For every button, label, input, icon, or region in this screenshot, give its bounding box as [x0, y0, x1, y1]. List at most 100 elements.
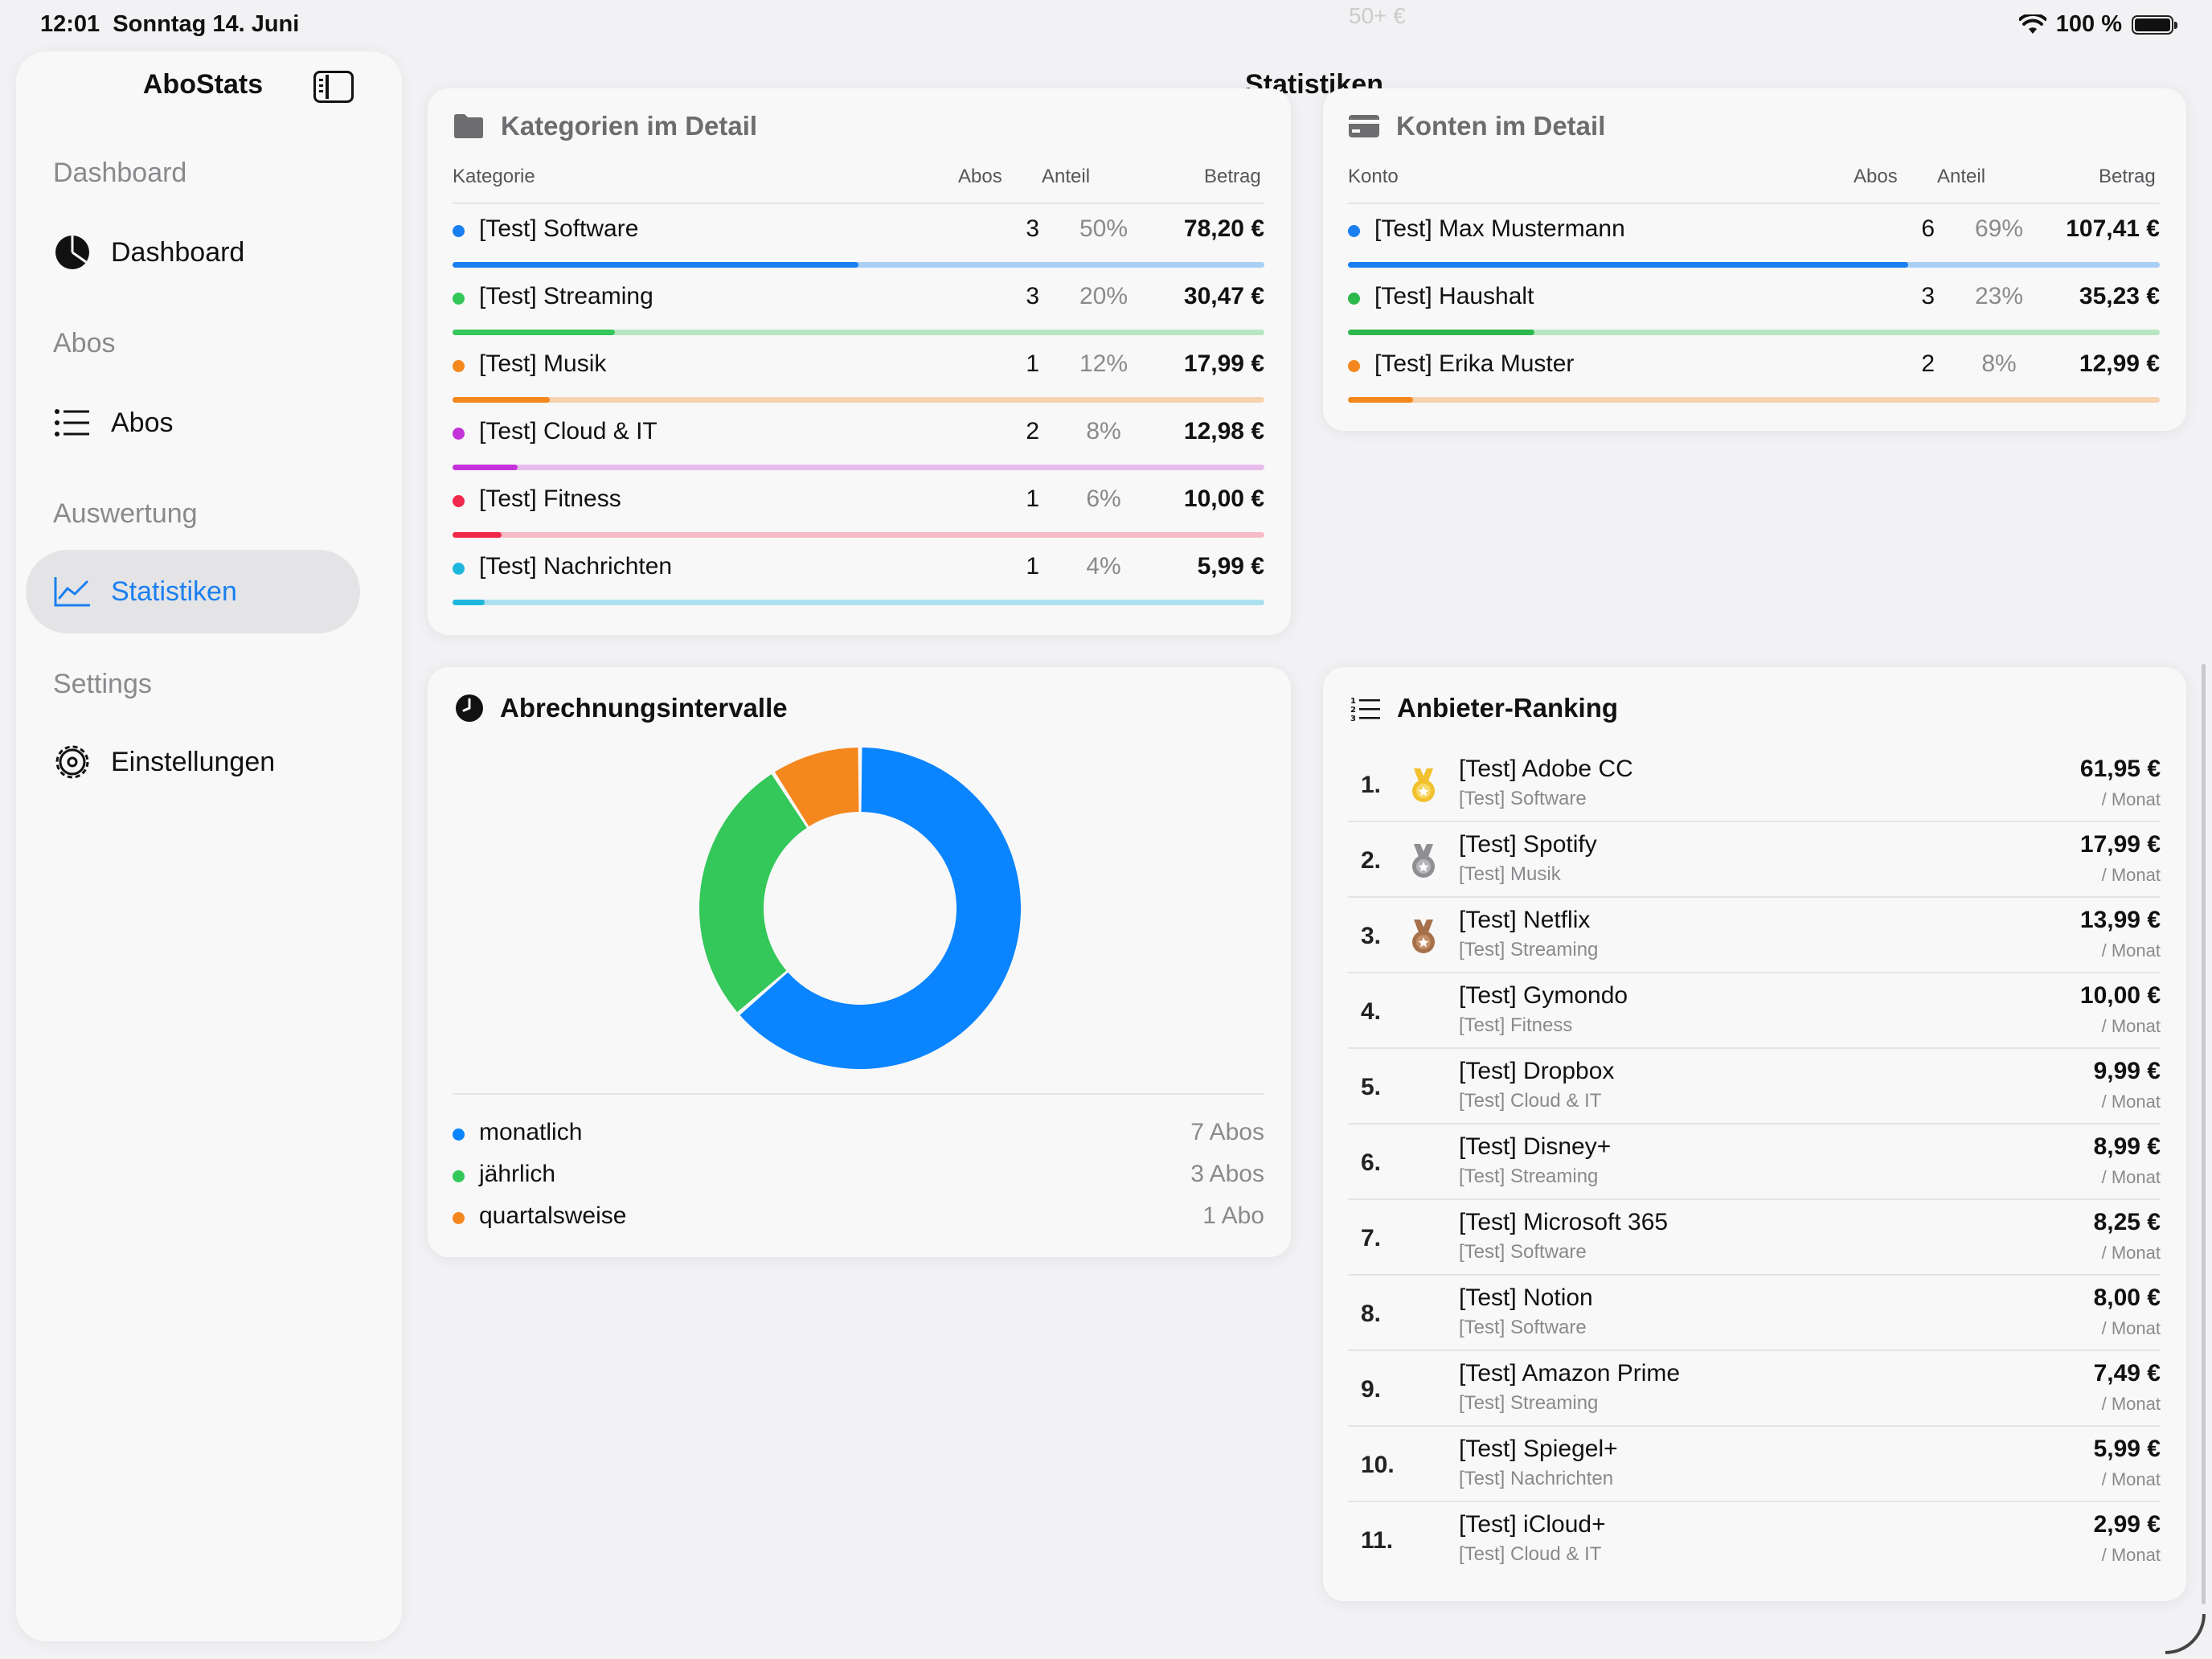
ranking-title: Anbieter-Ranking [1397, 693, 1619, 723]
price-period: / Monat [2101, 1167, 2161, 1187]
sidebar-item-abos[interactable]: Abos [26, 381, 360, 465]
provider-price: 17,99 € [2079, 831, 2161, 858]
status-time-date: 12:01 Sonntag 14. Juni [40, 11, 299, 38]
medal-silver-icon [1412, 844, 1435, 878]
provider-category: [Test] Fitness [1459, 1014, 1573, 1036]
ranking-row[interactable]: 11. [Test] iCloud+ [Test] Cloud & IT 2,99 €… [1348, 1505, 2161, 1580]
row-amount: 78,20 € [1183, 215, 1264, 242]
sidebar-item-dashboard[interactable]: Dashboard [26, 211, 360, 294]
share-bar-track [453, 397, 1264, 403]
clock-icon [456, 694, 483, 722]
divider [453, 1093, 1264, 1095]
medal-bronze-icon [1412, 920, 1435, 953]
rank-number: 3. [1361, 923, 1382, 949]
row-abos: 2 [1026, 418, 1039, 444]
provider-category: [Test] Software [1459, 1241, 1587, 1263]
provider-price: 13,99 € [2079, 907, 2161, 933]
sidebar-item-label: Einstellungen [111, 746, 276, 777]
row-name: [Test] Streaming [479, 283, 653, 309]
billing-intervals-header: Abrechnungsintervalle [455, 693, 788, 723]
share-bar-track [1348, 330, 2160, 335]
status-bar: 12:01 Sonntag 14. Juni 50+ € 100 % [0, 0, 2212, 51]
accounts-card-header: Konten im Detail [1348, 111, 1605, 141]
categories-card [428, 88, 1291, 635]
row-abos: 3 [1026, 283, 1039, 309]
share-bar-fill [453, 600, 485, 605]
numbered-list-icon: 123 [1350, 697, 1380, 721]
col-header-amount: Betrag [2099, 166, 2156, 187]
table-row: [Test] Nachrichten 1 4% 5,99 € [453, 540, 1264, 608]
divider [1348, 1425, 2161, 1427]
price-period: / Monat [2101, 1092, 2161, 1112]
row-name: [Test] Cloud & IT [479, 418, 657, 444]
section-header-settings: Settings [53, 669, 152, 699]
row-abos: 1 [1026, 485, 1039, 512]
sidebar-item-statistiken[interactable]: Statistiken [26, 550, 360, 633]
ranking-row[interactable]: 4. [Test] Gymondo [Test] Fitness 10,00 € / M… [1348, 976, 2161, 1051]
rank-number: 2. [1361, 847, 1382, 874]
row-share: 12% [1079, 350, 1129, 377]
donut-slice-monatlich [739, 748, 1021, 1069]
divider [1348, 1123, 2161, 1124]
row-name: [Test] Max Mustermann [1374, 215, 1625, 242]
table-row: [Test] Musik 1 12% 17,99 € [453, 338, 1264, 405]
ranking-row[interactable]: 5. [Test] Dropbox [Test] Cloud & IT 9,99 € /… [1348, 1051, 2161, 1127]
share-bar-fill [453, 532, 502, 538]
color-dot [453, 360, 465, 372]
sidebar-toggle-icon[interactable] [313, 71, 354, 103]
provider-category: [Test] Software [1459, 1317, 1587, 1338]
price-period: / Monat [2101, 1545, 2161, 1565]
scrolled-ghost-text: 50+ € [1349, 3, 1406, 28]
status-indicators: 100 % [2018, 11, 2177, 38]
ranking-row[interactable]: 9. [Test] Amazon Prime [Test] Streaming 7,4… [1348, 1354, 2161, 1429]
billing-donut-chart [699, 748, 1021, 1069]
row-amount: 5,99 € [1197, 553, 1264, 580]
legend-count: 1 Abo [1202, 1202, 1264, 1229]
color-dot [453, 225, 465, 237]
row-name: [Test] Haushalt [1374, 283, 1534, 309]
provider-name: [Test] iCloud+ [1459, 1511, 1606, 1538]
ranking-row[interactable]: 2. [Test] Spotify [Test] Musik 17,99 € / Mon… [1348, 825, 2161, 900]
provider-name: [Test] Spiegel+ [1459, 1436, 1618, 1462]
rank-number: 6. [1361, 1149, 1382, 1176]
pie-icon [53, 233, 92, 272]
share-bar-track [453, 532, 1264, 538]
row-amount: 35,23 € [2079, 283, 2160, 309]
app-title: AboStats [142, 69, 264, 100]
provider-price: 8,99 € [2093, 1133, 2161, 1160]
color-dot [453, 428, 465, 440]
scrollbar[interactable] [2202, 664, 2206, 1604]
status-date: Sonntag 14. Juni [113, 11, 300, 37]
sidebar [16, 51, 402, 1641]
share-bar-fill [1348, 397, 1413, 403]
billing-intervals-card [428, 667, 1291, 1257]
legend-item: monatlich 7 Abos [453, 1116, 1264, 1157]
ranking-row[interactable]: 1. [Test] Adobe CC [Test] Software 61,95 € /… [1348, 749, 2161, 825]
sidebar-item-label: Statistiken [111, 576, 237, 607]
ranking-row[interactable]: 6. [Test] Disney+ [Test] Streaming 8,99 € / … [1348, 1127, 2161, 1202]
share-bar-fill [1348, 330, 1535, 335]
provider-price: 9,99 € [2093, 1058, 2161, 1084]
legend-count: 7 Abos [1190, 1119, 1264, 1145]
ranking-row[interactable]: 7. [Test] Microsoft 365 [Test] Software 8,2… [1348, 1202, 2161, 1278]
rank-number: 8. [1361, 1301, 1382, 1327]
rank-number: 11. [1361, 1527, 1394, 1554]
legend-dot [453, 1212, 465, 1224]
legend-label: jährlich [479, 1161, 556, 1187]
price-period: / Monat [2101, 1016, 2161, 1036]
ranking-row[interactable]: 10. [Test] Spiegel+ [Test] Nachrichten 5,99… [1348, 1429, 2161, 1505]
provider-name: [Test] Microsoft 365 [1459, 1209, 1669, 1235]
share-bar-track [453, 600, 1264, 605]
provider-category: [Test] Software [1459, 788, 1587, 809]
donut-slice-quartalsweise [774, 748, 859, 827]
divider [1348, 1350, 2161, 1351]
donut-slice-jährlich [699, 774, 807, 1013]
ranking-row[interactable]: 3. [Test] Netflix [Test] Streaming 13,99 € /… [1348, 900, 2161, 976]
provider-price: 5,99 € [2093, 1436, 2161, 1462]
ranking-row[interactable]: 8. [Test] Notion [Test] Software 8,00 € / Mo… [1348, 1278, 2161, 1354]
share-bar-track [453, 465, 1264, 470]
table-row: [Test] Streaming 3 20% 30,47 € [453, 270, 1264, 338]
share-bar-track [453, 262, 1264, 268]
sidebar-item-einstellungen[interactable]: Einstellungen [26, 720, 360, 804]
